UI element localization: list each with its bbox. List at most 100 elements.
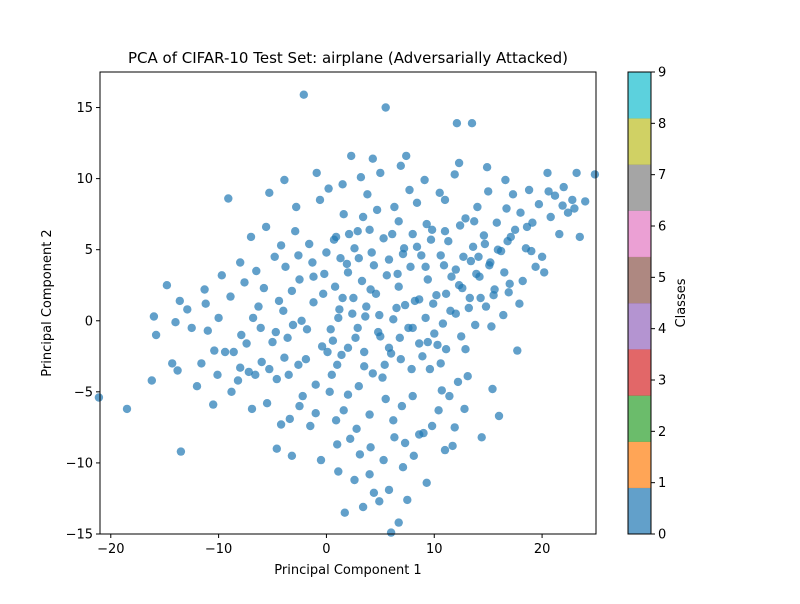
data-point xyxy=(457,332,466,341)
data-point xyxy=(432,291,441,300)
data-point xyxy=(531,262,540,271)
data-point xyxy=(464,303,473,313)
data-point xyxy=(450,170,459,179)
data-point xyxy=(436,251,445,260)
x-tick-label: 20 xyxy=(534,542,551,557)
data-point xyxy=(474,252,483,261)
data-point xyxy=(415,339,424,348)
data-point xyxy=(173,366,182,375)
data-point xyxy=(360,362,369,371)
data-point xyxy=(544,187,553,196)
y-tick-label: 0 xyxy=(85,314,93,329)
data-point xyxy=(334,313,343,323)
data-point xyxy=(265,364,274,374)
data-point xyxy=(546,212,555,222)
data-point xyxy=(352,424,361,433)
data-point xyxy=(568,195,577,205)
data-point xyxy=(292,202,301,212)
data-point xyxy=(350,475,359,485)
data-point xyxy=(502,204,511,213)
colorbar-label: Classes xyxy=(674,278,689,327)
data-point xyxy=(479,231,489,240)
colorbar-tick-label: 1 xyxy=(658,476,666,491)
data-point xyxy=(485,261,494,270)
chart-title: PCA of CIFAR-10 Test Set: airplane (Adve… xyxy=(128,49,568,67)
x-tick-label: −20 xyxy=(97,542,124,557)
data-point xyxy=(447,272,456,281)
data-point xyxy=(394,282,403,291)
data-point xyxy=(210,346,219,355)
data-point xyxy=(406,262,415,271)
colorbar-tick-label: 0 xyxy=(658,528,666,543)
data-point xyxy=(473,202,482,212)
data-point xyxy=(276,420,286,429)
data-point xyxy=(433,340,442,350)
data-point xyxy=(376,332,385,341)
data-point xyxy=(366,285,375,294)
data-point xyxy=(441,345,451,354)
data-point xyxy=(175,296,184,306)
data-point xyxy=(510,225,520,234)
data-point xyxy=(448,441,457,451)
data-point xyxy=(242,339,251,348)
colorbar-tick-label: 6 xyxy=(658,220,666,235)
data-point xyxy=(320,269,329,279)
data-point xyxy=(408,229,417,239)
colorbar-tick-label: 3 xyxy=(658,374,666,389)
colorbar-segment xyxy=(628,349,651,396)
data-point xyxy=(297,316,306,325)
data-point xyxy=(315,195,325,205)
data-point xyxy=(382,271,391,280)
data-point xyxy=(440,195,450,205)
data-point xyxy=(295,275,304,284)
data-point xyxy=(354,382,363,391)
data-point xyxy=(372,205,382,215)
data-point xyxy=(516,208,525,217)
data-point xyxy=(405,185,414,195)
data-point xyxy=(257,357,266,367)
data-point xyxy=(407,364,416,374)
data-point xyxy=(500,268,509,277)
data-point xyxy=(418,352,427,361)
colorbar-frame xyxy=(627,71,652,535)
data-point xyxy=(427,225,437,234)
data-point xyxy=(254,302,263,311)
data-point xyxy=(311,409,320,418)
data-point xyxy=(412,242,422,251)
colorbar-segment xyxy=(628,395,651,442)
data-point xyxy=(415,430,424,439)
data-point xyxy=(256,323,265,333)
data-point xyxy=(335,305,344,314)
data-point xyxy=(396,161,405,170)
data-point xyxy=(393,269,402,279)
data-point xyxy=(343,390,353,399)
data-point xyxy=(461,345,470,354)
data-point xyxy=(451,265,460,274)
data-point xyxy=(203,326,212,335)
colorbar-segment xyxy=(628,487,651,535)
data-point xyxy=(261,222,271,232)
colorbar-segment xyxy=(628,72,651,119)
data-point xyxy=(415,295,424,304)
data-point xyxy=(279,306,288,315)
data-point xyxy=(330,282,340,291)
data-point xyxy=(244,367,253,377)
data-point xyxy=(403,495,412,505)
data-point xyxy=(346,434,355,443)
data-point xyxy=(333,360,342,369)
x-tick-label: 10 xyxy=(426,542,443,557)
data-point xyxy=(369,261,379,270)
data-point xyxy=(524,185,534,195)
data-point xyxy=(327,370,336,379)
data-point xyxy=(559,182,568,192)
data-point xyxy=(281,262,290,271)
data-point xyxy=(291,227,300,236)
data-point xyxy=(440,227,450,236)
x-axis-label: Principal Component 1 xyxy=(274,563,421,578)
data-point xyxy=(122,404,132,414)
data-point xyxy=(251,370,260,379)
data-point xyxy=(422,478,431,487)
data-point xyxy=(197,359,206,368)
data-point xyxy=(471,320,480,330)
data-point xyxy=(226,292,235,301)
